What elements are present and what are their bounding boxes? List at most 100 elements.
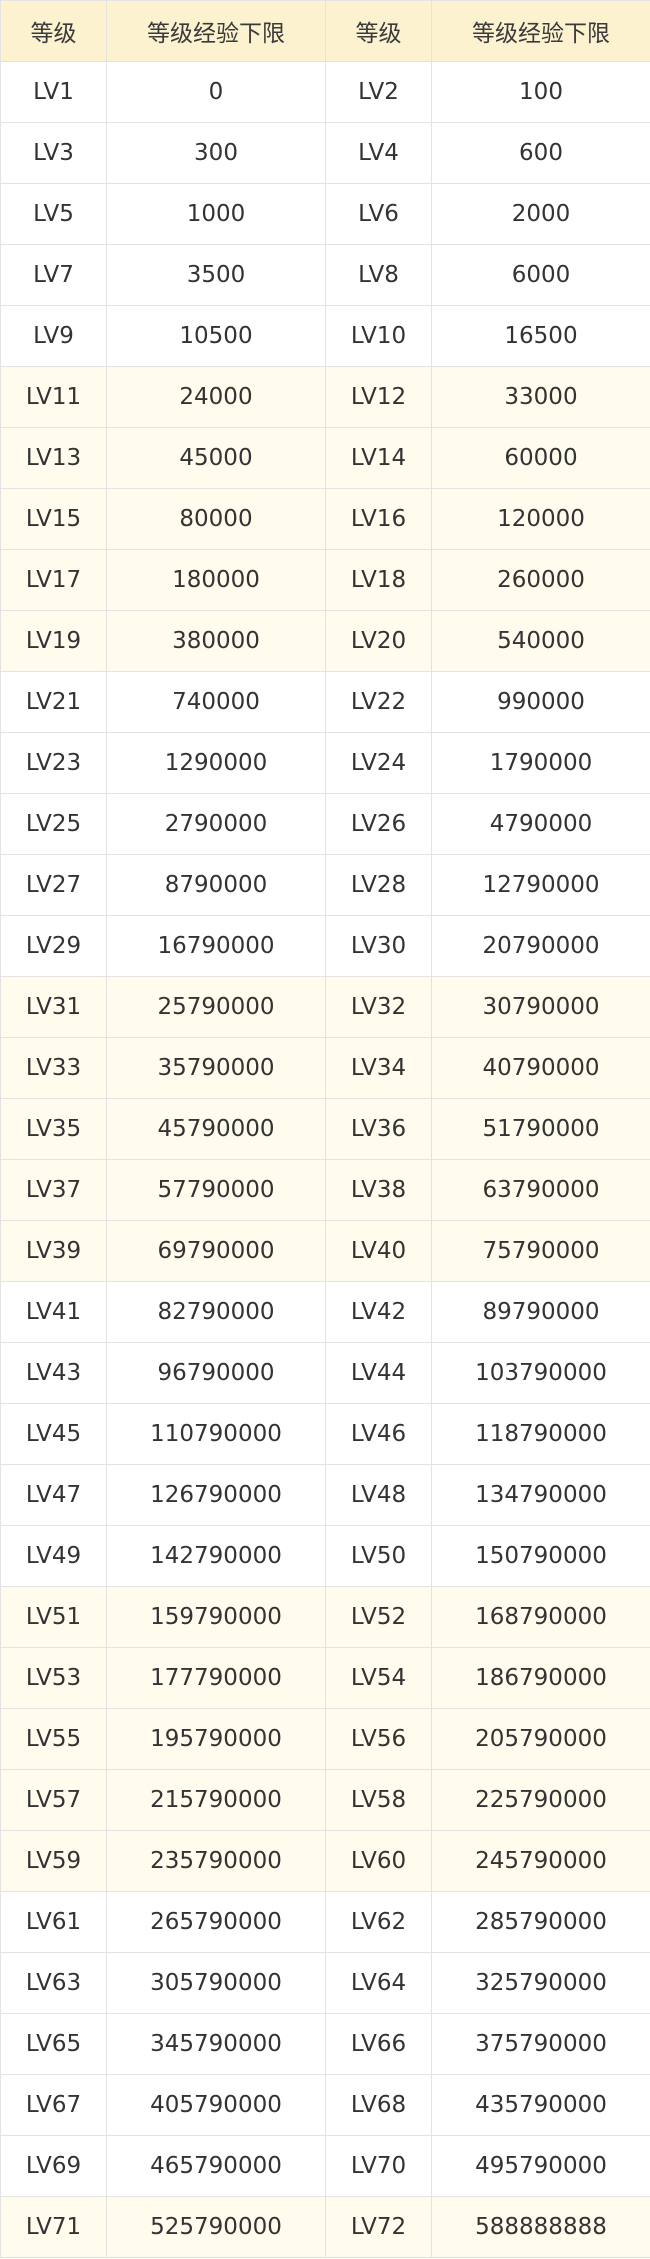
level-cell-right: LV10 <box>325 305 432 367</box>
header-level-left: 等级 <box>0 0 107 62</box>
exp-threshold-cell-right: 2000 <box>431 183 650 245</box>
exp-threshold-cell-right: 134790000 <box>431 1464 650 1526</box>
level-cell-right: LV62 <box>325 1891 432 1953</box>
table-row: LV15 80000 LV16 120000 <box>0 488 650 550</box>
level-cell-left: LV33 <box>0 1037 107 1099</box>
exp-threshold-cell-left: 142790000 <box>106 1525 326 1587</box>
level-cell-right: LV44 <box>325 1342 432 1404</box>
table-row: LV43 96790000 LV44 103790000 <box>0 1342 650 1404</box>
table-row: LV21 740000 LV22 990000 <box>0 671 650 733</box>
table-row: LV27 8790000 LV28 12790000 <box>0 854 650 916</box>
exp-threshold-cell-left: 305790000 <box>106 1952 326 2014</box>
level-cell-right: LV64 <box>325 1952 432 2014</box>
exp-threshold-cell-right: 103790000 <box>431 1342 650 1404</box>
level-cell-left: LV19 <box>0 610 107 672</box>
table-row: LV33 35790000 LV34 40790000 <box>0 1037 650 1099</box>
table-row: LV39 69790000 LV40 75790000 <box>0 1220 650 1282</box>
table-row: LV59 235790000 LV60 245790000 <box>0 1830 650 1892</box>
exp-threshold-cell-left: 740000 <box>106 671 326 733</box>
header-level-right: 等级 <box>325 0 432 62</box>
level-cell-left: LV69 <box>0 2135 107 2197</box>
exp-threshold-cell-left: 2790000 <box>106 793 326 855</box>
exp-threshold-cell-left: 525790000 <box>106 2196 326 2258</box>
level-cell-right: LV42 <box>325 1281 432 1343</box>
level-cell-right: LV24 <box>325 732 432 794</box>
level-cell-left: LV31 <box>0 976 107 1038</box>
table-header: 等级 等级经验下限 等级 等级经验下限 <box>0 0 650 62</box>
exp-threshold-cell-right: 540000 <box>431 610 650 672</box>
exp-threshold-cell-right: 225790000 <box>431 1769 650 1831</box>
level-cell-left: LV1 <box>0 61 107 123</box>
level-cell-right: LV28 <box>325 854 432 916</box>
level-cell-right: LV40 <box>325 1220 432 1282</box>
exp-threshold-cell-right: 990000 <box>431 671 650 733</box>
level-cell-right: LV4 <box>325 122 432 184</box>
level-cell-right: LV14 <box>325 427 432 489</box>
level-cell-left: LV67 <box>0 2074 107 2136</box>
level-cell-right: LV50 <box>325 1525 432 1587</box>
exp-threshold-cell-left: 96790000 <box>106 1342 326 1404</box>
level-cell-left: LV61 <box>0 1891 107 1953</box>
exp-threshold-cell-left: 16790000 <box>106 915 326 977</box>
table-body: LV1 0 LV2 100 LV3 300 LV4 600 LV5 1000 LV6 2000 LV7 3… <box>0 61 650 2258</box>
exp-threshold-cell-left: 126790000 <box>106 1464 326 1526</box>
exp-threshold-cell-left: 380000 <box>106 610 326 672</box>
exp-threshold-cell-left: 235790000 <box>106 1830 326 1892</box>
exp-threshold-cell-left: 300 <box>106 122 326 184</box>
level-cell-right: LV36 <box>325 1098 432 1160</box>
table-row: LV65 345790000 LV66 375790000 <box>0 2013 650 2075</box>
table-row: LV49 142790000 LV50 150790000 <box>0 1525 650 1587</box>
exp-threshold-cell-right: 168790000 <box>431 1586 650 1648</box>
level-cell-right: LV52 <box>325 1586 432 1648</box>
exp-threshold-cell-left: 345790000 <box>106 2013 326 2075</box>
table-row: LV7 3500 LV8 6000 <box>0 244 650 306</box>
level-cell-right: LV8 <box>325 244 432 306</box>
level-cell-left: LV11 <box>0 366 107 428</box>
level-cell-right: LV68 <box>325 2074 432 2136</box>
exp-threshold-cell-left: 57790000 <box>106 1159 326 1221</box>
table-row: LV47 126790000 LV48 134790000 <box>0 1464 650 1526</box>
level-cell-left: LV23 <box>0 732 107 794</box>
exp-threshold-cell-right: 150790000 <box>431 1525 650 1587</box>
level-cell-left: LV9 <box>0 305 107 367</box>
table-row: LV5 1000 LV6 2000 <box>0 183 650 245</box>
level-cell-left: LV63 <box>0 1952 107 2014</box>
table-row: LV29 16790000 LV30 20790000 <box>0 915 650 977</box>
level-cell-left: LV29 <box>0 915 107 977</box>
level-cell-left: LV39 <box>0 1220 107 1282</box>
level-cell-right: LV30 <box>325 915 432 977</box>
exp-threshold-cell-right: 186790000 <box>431 1647 650 1709</box>
table-row: LV63 305790000 LV64 325790000 <box>0 1952 650 2014</box>
exp-threshold-cell-right: 588888888 <box>431 2196 650 2258</box>
header-row: 等级 等级经验下限 等级 等级经验下限 <box>0 0 650 62</box>
level-cell-right: LV22 <box>325 671 432 733</box>
table-row: LV31 25790000 LV32 30790000 <box>0 976 650 1038</box>
level-cell-left: LV43 <box>0 1342 107 1404</box>
level-cell-left: LV25 <box>0 793 107 855</box>
level-cell-right: LV56 <box>325 1708 432 1770</box>
exp-threshold-cell-left: 195790000 <box>106 1708 326 1770</box>
level-cell-left: LV47 <box>0 1464 107 1526</box>
exp-threshold-cell-right: 6000 <box>431 244 650 306</box>
level-cell-right: LV2 <box>325 61 432 123</box>
exp-threshold-cell-right: 75790000 <box>431 1220 650 1282</box>
level-cell-right: LV12 <box>325 366 432 428</box>
exp-threshold-cell-left: 1000 <box>106 183 326 245</box>
level-cell-left: LV59 <box>0 1830 107 1892</box>
exp-threshold-cell-left: 10500 <box>106 305 326 367</box>
exp-threshold-cell-right: 375790000 <box>431 2013 650 2075</box>
level-cell-right: LV38 <box>325 1159 432 1221</box>
exp-threshold-cell-right: 89790000 <box>431 1281 650 1343</box>
level-cell-left: LV27 <box>0 854 107 916</box>
exp-threshold-cell-right: 12790000 <box>431 854 650 916</box>
level-cell-left: LV45 <box>0 1403 107 1465</box>
exp-threshold-cell-left: 110790000 <box>106 1403 326 1465</box>
exp-threshold-cell-left: 465790000 <box>106 2135 326 2197</box>
level-cell-left: LV55 <box>0 1708 107 1770</box>
exp-threshold-cell-right: 60000 <box>431 427 650 489</box>
exp-threshold-cell-left: 159790000 <box>106 1586 326 1648</box>
table-row: LV17 180000 LV18 260000 <box>0 549 650 611</box>
table-row: LV13 45000 LV14 60000 <box>0 427 650 489</box>
exp-threshold-cell-right: 63790000 <box>431 1159 650 1221</box>
level-cell-left: LV15 <box>0 488 107 550</box>
